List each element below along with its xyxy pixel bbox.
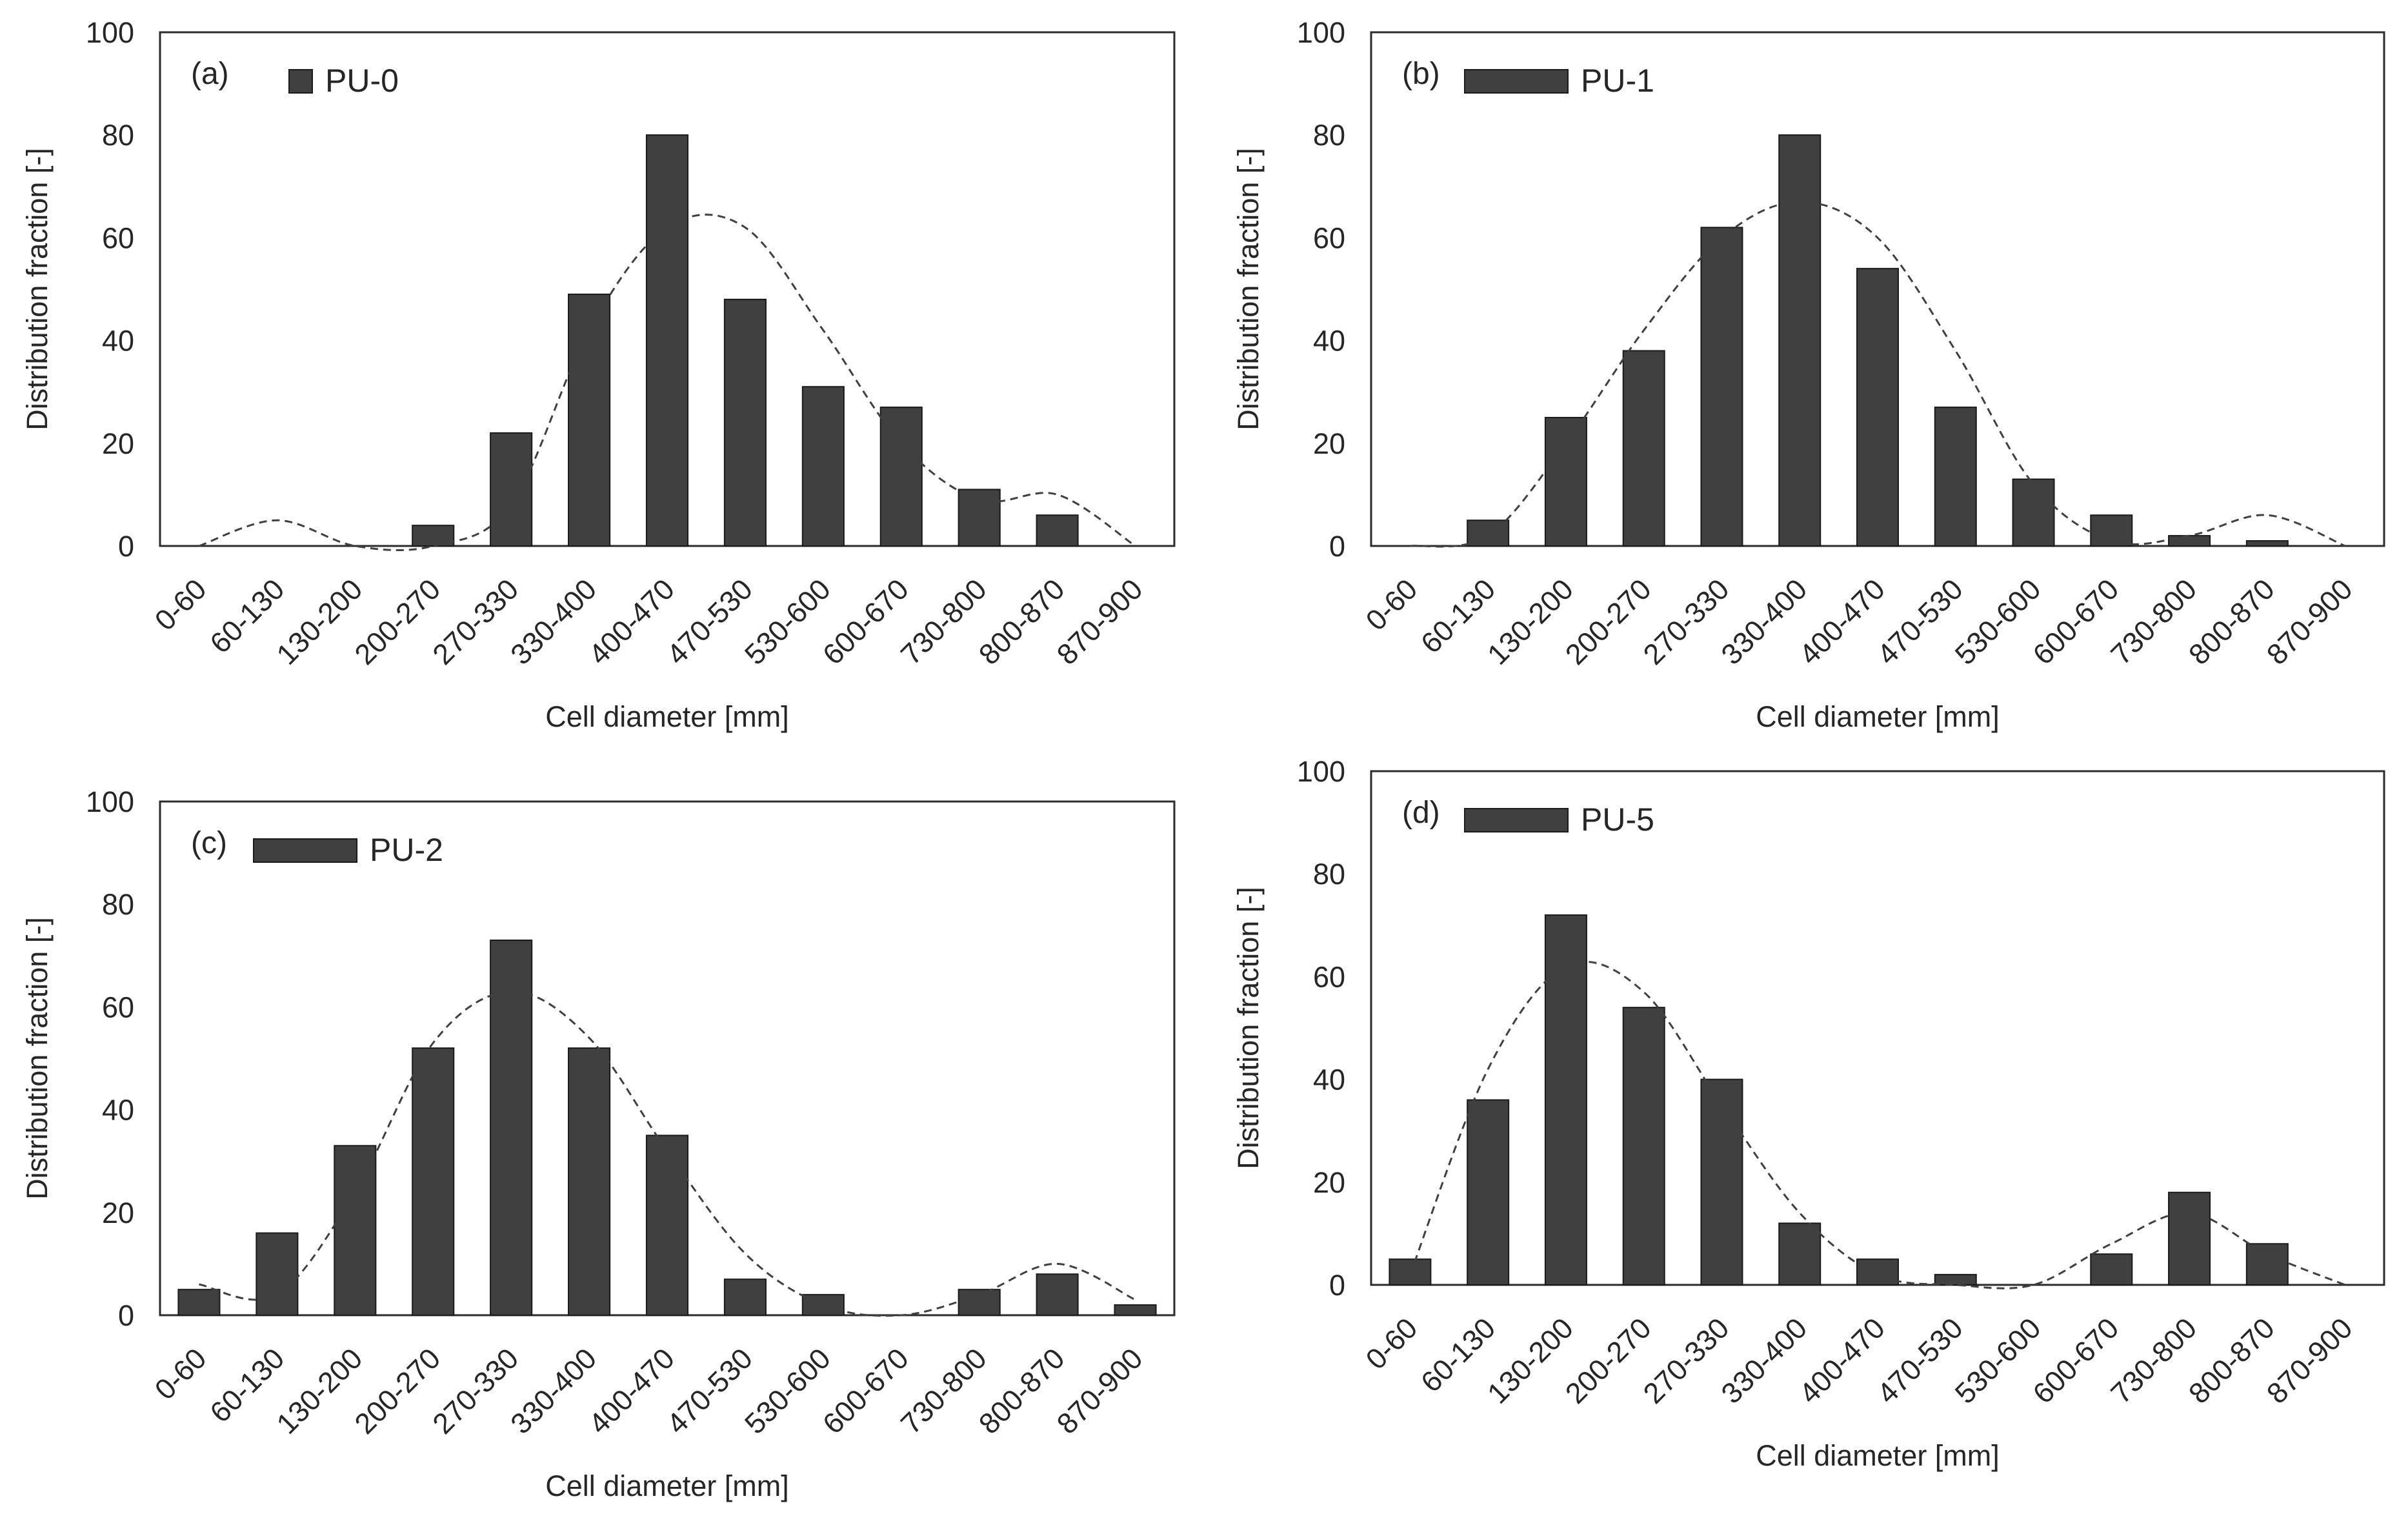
bar [723,298,767,547]
bar [1036,1273,1079,1316]
bar [490,432,533,547]
y-axis-label: Distribution fraction [-] [1232,148,1265,430]
legend-label: PU-5 [1581,802,1654,838]
y-tick-label: 80 [1313,119,1345,152]
y-axis-label: Distribution fraction [-] [21,148,54,430]
x-axis-label: Cell diameter [mm] [545,1469,789,1502]
bar [1934,1274,1977,1286]
bar [1934,407,1977,547]
y-axis-label: Distribution fraction [-] [1232,887,1265,1169]
panel-label: (a) [191,57,229,91]
y-tick-label: 100 [1297,16,1345,49]
bar [1544,417,1587,547]
bar [256,1232,299,1316]
bar [1544,914,1587,1286]
bar [958,1289,1001,1316]
bar [1856,1258,1900,1286]
y-tick-label: 100 [86,16,134,49]
y-tick-label: 80 [102,119,134,152]
bar [1467,519,1510,547]
bar [334,1145,377,1316]
legend-swatch [1464,808,1569,832]
y-tick-label: 60 [102,221,134,254]
y-tick-label: 60 [102,991,134,1024]
fit-curve [198,214,1136,552]
bar [2012,478,2055,547]
bar [645,1135,689,1316]
panel-label: (c) [191,826,227,860]
y-tick-label: 20 [102,427,134,460]
legend-swatch [288,69,313,94]
bar [2245,540,2289,547]
y-tick-label: 40 [1313,325,1345,358]
y-tick-label: 20 [1313,427,1345,460]
bar [177,1289,221,1316]
y-axis-label: Distribution fraction [-] [21,917,54,1200]
y-tick-label: 40 [1313,1064,1345,1096]
bar [2090,1253,2133,1286]
bar [1467,1099,1510,1286]
x-axis-label: Cell diameter [mm] [545,700,789,733]
bar [801,386,845,547]
y-tick-label: 0 [1329,1269,1345,1302]
y-tick-label: 40 [102,325,134,358]
bar [1036,514,1079,547]
legend-label: PU-2 [370,832,443,868]
bar [490,939,533,1316]
y-tick-label: 40 [102,1094,134,1127]
panel-label: (d) [1402,796,1440,830]
fit-curve [199,991,1136,1317]
bar [2245,1243,2289,1286]
y-tick-label: 20 [102,1196,134,1229]
bar [1778,134,1821,547]
legend-label: PU-1 [1581,63,1654,99]
bar [958,489,1001,547]
bar [2168,1191,2211,1286]
fit-curve [1410,201,2346,548]
bar [412,525,455,547]
bar [412,1047,455,1316]
bar [2168,535,2211,547]
y-tick-label: 0 [118,1299,134,1332]
y-tick-label: 60 [1313,221,1345,254]
panel-label: (b) [1402,57,1440,91]
bar [1700,1078,1743,1286]
bar [879,407,923,547]
y-tick-label: 0 [1329,530,1345,563]
y-tick-label: 100 [86,785,134,818]
y-tick-label: 0 [118,530,134,563]
x-axis-label: Cell diameter [mm] [1756,1439,2000,1472]
bar [1700,227,1743,547]
bar [723,1278,767,1316]
x-axis-label: Cell diameter [mm] [1756,700,2000,733]
legend-swatch [253,838,357,863]
bar [568,293,611,547]
bar [1622,350,1665,547]
bar [1778,1222,1821,1286]
legend-swatch [1464,69,1569,94]
y-tick-label: 20 [1313,1166,1345,1199]
bar [1114,1304,1157,1316]
legend-label: PU-0 [325,63,399,99]
bar [1856,268,1900,547]
bar [645,134,689,547]
y-tick-label: 100 [1297,755,1345,788]
bar [568,1047,611,1316]
y-tick-label: 80 [102,888,134,921]
fit-curve [1409,960,2346,1289]
y-tick-label: 80 [1313,858,1345,891]
y-tick-label: 60 [1313,960,1345,993]
bar [1622,1007,1665,1286]
